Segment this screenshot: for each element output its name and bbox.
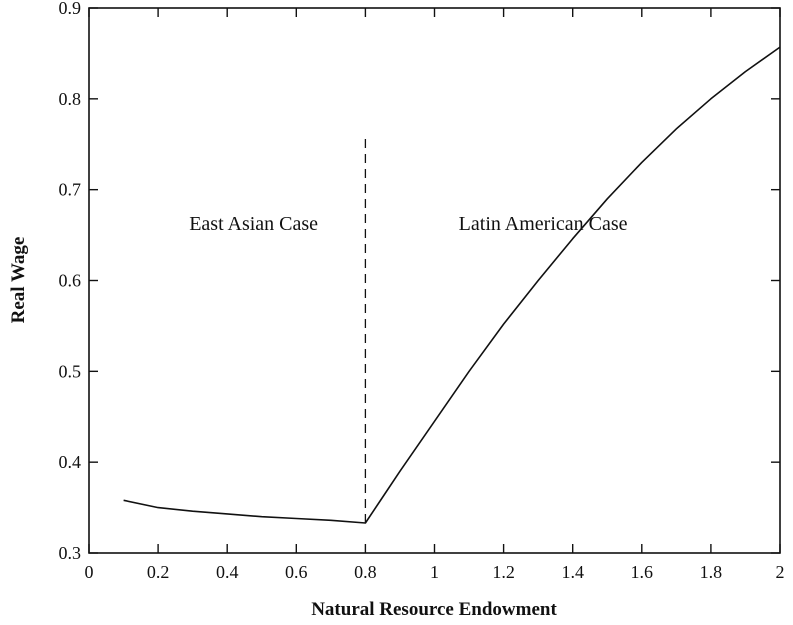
x-tick-label: 0.4 [216,562,239,582]
y-axis-tick-labels: 0.3 0.4 0.5 0.6 0.7 0.8 0.9 [59,0,82,563]
y-axis-ticks [89,7,780,554]
x-tick-label: 1.4 [561,562,584,582]
annotation-label: Latin American Case [459,213,628,235]
y-tick-label: 0.4 [59,452,82,472]
x-axis-title: Natural Resource Endowment [311,599,557,620]
y-tick-label: 0.3 [59,543,82,563]
y-tick-label: 0.7 [59,180,82,200]
x-tick-label: 1.2 [492,562,515,582]
plot-frame [88,7,781,554]
x-tick-label: 0 [85,562,94,582]
annotation-label: East Asian Case [189,213,318,235]
x-tick-label: 1.6 [631,562,654,582]
series-line [123,46,781,524]
annotations: East Asian Case Latin American Case [189,213,627,235]
x-tick-label: 0.8 [354,562,377,582]
x-tick-label: 0.2 [147,562,170,582]
x-tick-label: 1.8 [700,562,723,582]
x-axis-tick-labels: 0 0.2 0.4 0.6 0.8 1 1.2 1.4 1.6 1.8 2 [85,562,785,582]
x-tick-label: 2 [776,562,785,582]
x-tick-label: 0.6 [285,562,308,582]
y-tick-label: 0.6 [59,271,82,291]
y-tick-label: 0.8 [59,89,82,109]
x-tick-label: 1 [430,562,439,582]
y-tick-label: 0.9 [59,0,82,18]
series-lines [123,46,781,524]
y-axis-title: Real Wage [8,237,29,324]
x-axis-ticks [88,8,781,553]
y-tick-label: 0.5 [59,361,82,381]
